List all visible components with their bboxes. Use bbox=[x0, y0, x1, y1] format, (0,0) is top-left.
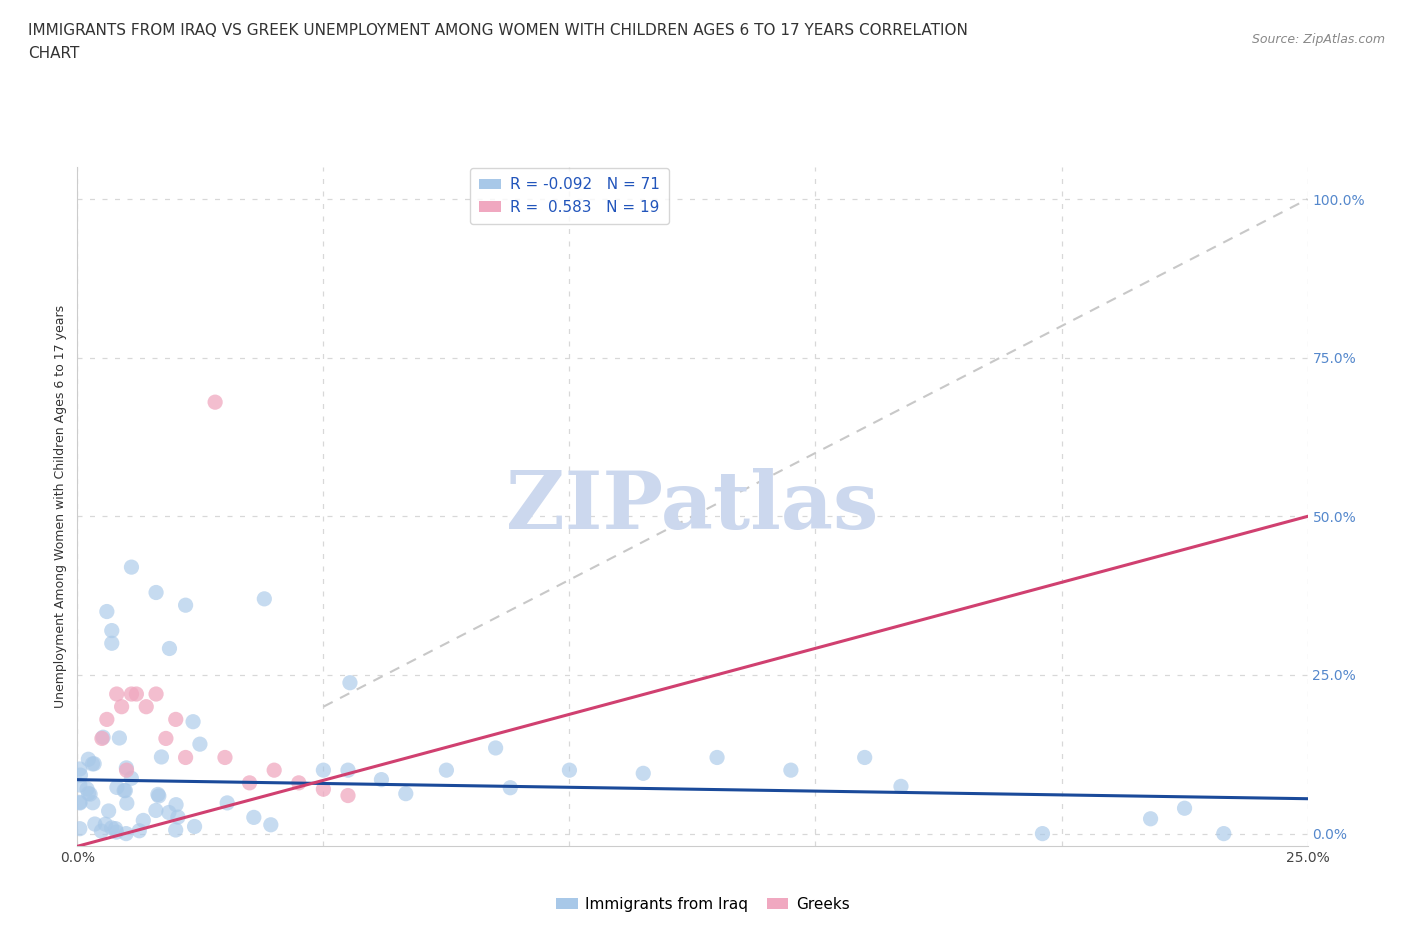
Text: Source: ZipAtlas.com: Source: ZipAtlas.com bbox=[1251, 33, 1385, 46]
Point bbox=[108, 731, 131, 746]
Point bbox=[100, 820, 122, 835]
Point bbox=[128, 823, 150, 838]
Point bbox=[174, 750, 197, 764]
Point bbox=[125, 686, 148, 701]
Point bbox=[115, 826, 138, 841]
Point bbox=[101, 636, 124, 651]
Point bbox=[337, 763, 360, 777]
Point bbox=[167, 810, 190, 825]
Point bbox=[150, 750, 173, 764]
Point bbox=[890, 779, 912, 794]
Point bbox=[101, 623, 124, 638]
Point bbox=[165, 712, 187, 727]
Point bbox=[780, 763, 803, 777]
Point bbox=[706, 750, 728, 764]
Point bbox=[183, 819, 205, 834]
Point bbox=[312, 763, 335, 777]
Point bbox=[174, 598, 197, 613]
Point bbox=[499, 780, 522, 795]
Point bbox=[96, 712, 118, 727]
Point bbox=[146, 787, 169, 802]
Point bbox=[188, 737, 211, 751]
Text: IMMIGRANTS FROM IRAQ VS GREEK UNEMPLOYMENT AMONG WOMEN WITH CHILDREN AGES 6 TO 1: IMMIGRANTS FROM IRAQ VS GREEK UNEMPLOYME… bbox=[28, 23, 967, 38]
Point bbox=[633, 766, 655, 781]
Point bbox=[148, 789, 170, 804]
Point bbox=[69, 795, 91, 810]
Point bbox=[288, 776, 311, 790]
Point bbox=[217, 795, 239, 810]
Point bbox=[260, 817, 283, 832]
Point bbox=[145, 686, 167, 701]
Point bbox=[243, 810, 266, 825]
Point bbox=[69, 762, 91, 777]
Point bbox=[91, 730, 114, 745]
Point bbox=[97, 804, 120, 818]
Point bbox=[263, 763, 285, 777]
Point bbox=[90, 731, 114, 746]
Point bbox=[77, 751, 100, 766]
Point bbox=[82, 795, 104, 810]
Point bbox=[115, 796, 138, 811]
Point bbox=[339, 675, 361, 690]
Point bbox=[485, 740, 508, 755]
Point bbox=[159, 641, 181, 656]
Point bbox=[253, 591, 276, 606]
Point bbox=[104, 821, 127, 836]
Point bbox=[132, 813, 155, 828]
Text: CHART: CHART bbox=[28, 46, 80, 61]
Point bbox=[105, 825, 128, 840]
Point bbox=[83, 756, 105, 771]
Point bbox=[77, 786, 100, 801]
Point bbox=[76, 781, 98, 796]
Point bbox=[82, 756, 104, 771]
Point bbox=[145, 585, 167, 600]
Point bbox=[90, 824, 112, 839]
Point bbox=[69, 767, 91, 782]
Point bbox=[239, 776, 262, 790]
Point bbox=[114, 783, 136, 798]
Point bbox=[69, 795, 91, 810]
Point bbox=[79, 787, 101, 802]
Point bbox=[1212, 826, 1234, 841]
Point bbox=[121, 686, 143, 701]
Point bbox=[1174, 801, 1197, 816]
Point bbox=[1031, 826, 1053, 841]
Legend: Immigrants from Iraq, Greeks: Immigrants from Iraq, Greeks bbox=[550, 891, 856, 918]
Point bbox=[165, 822, 187, 837]
Point bbox=[115, 763, 138, 777]
Point bbox=[135, 699, 157, 714]
Point bbox=[120, 771, 142, 786]
Point bbox=[83, 817, 105, 831]
Point bbox=[436, 763, 458, 777]
Point bbox=[112, 783, 135, 798]
Point bbox=[558, 763, 581, 777]
Point bbox=[69, 777, 91, 792]
Point bbox=[312, 782, 335, 797]
Point bbox=[395, 786, 418, 801]
Point bbox=[105, 780, 128, 795]
Point bbox=[1139, 811, 1161, 826]
Point bbox=[337, 788, 360, 803]
Point bbox=[370, 772, 392, 787]
Point bbox=[204, 394, 226, 409]
Point bbox=[115, 761, 138, 776]
Point bbox=[155, 731, 177, 746]
Point bbox=[121, 560, 143, 575]
Point bbox=[94, 817, 117, 831]
Point bbox=[105, 686, 128, 701]
Point bbox=[145, 803, 167, 817]
Y-axis label: Unemployment Among Women with Children Ages 6 to 17 years: Unemployment Among Women with Children A… bbox=[53, 305, 67, 709]
Point bbox=[96, 604, 118, 619]
Point bbox=[214, 750, 236, 764]
Legend: R = -0.092   N = 71, R =  0.583   N = 19: R = -0.092 N = 71, R = 0.583 N = 19 bbox=[470, 168, 669, 224]
Point bbox=[181, 714, 204, 729]
Point bbox=[853, 750, 876, 764]
Point bbox=[157, 805, 180, 820]
Point bbox=[165, 797, 187, 812]
Text: ZIPatlas: ZIPatlas bbox=[506, 468, 879, 546]
Point bbox=[111, 699, 132, 714]
Point bbox=[69, 821, 91, 836]
